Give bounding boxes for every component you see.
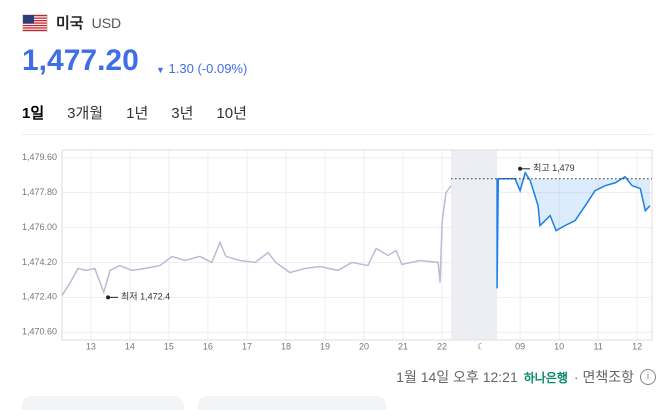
change-text: 1.30 (-0.09%) bbox=[168, 61, 248, 76]
x-tick-label: 22 bbox=[437, 341, 447, 351]
tab[interactable]: 1년 bbox=[126, 105, 149, 122]
annotation-label: 최저 1,472.4 bbox=[121, 292, 170, 302]
y-tick-label: 1,474.20 bbox=[22, 257, 57, 267]
area bbox=[497, 172, 651, 289]
line bbox=[61, 185, 452, 296]
card bbox=[22, 396, 184, 410]
x-tick-label: 20 bbox=[359, 341, 369, 351]
x-tick-label: 14 bbox=[125, 341, 135, 351]
y-tick-label: 1,477.80 bbox=[22, 187, 57, 197]
footer: 1월 14일 오후 12:21 하나은행 · 면책조항 i bbox=[396, 367, 656, 387]
x-tick-label: 10 bbox=[554, 341, 564, 351]
rate: 1,477.20 bbox=[22, 44, 139, 77]
tab[interactable]: 1일 bbox=[22, 105, 45, 122]
x-tick-label: ☾ bbox=[477, 341, 485, 351]
x-tick-label: 11 bbox=[593, 341, 602, 351]
bank[interactable]: 하나은행 bbox=[523, 370, 568, 385]
x-tick-label: 19 bbox=[320, 341, 330, 351]
line bbox=[496, 170, 651, 289]
y-tick-label: 1,476.00 bbox=[22, 222, 57, 232]
x-tick-label: 17 bbox=[242, 341, 252, 351]
tab[interactable]: 3개월 bbox=[67, 105, 104, 122]
country: 미국 bbox=[56, 15, 84, 32]
chart: 1,470.60 1,472.40 1,474.20 1,476.00 1,477.80… bbox=[22, 149, 653, 351]
x-tick-label: 16 bbox=[203, 341, 213, 351]
flag bbox=[22, 13, 48, 32]
x-tick-label: 21 bbox=[398, 341, 408, 351]
tab[interactable]: 10년 bbox=[216, 105, 247, 122]
x-tick-label: 18 bbox=[281, 341, 291, 351]
change: ▼ 1.30 (-0.09%) bbox=[156, 61, 247, 76]
divider bbox=[22, 134, 654, 135]
timestamp: 1월 14일 오후 12:21 bbox=[396, 369, 518, 385]
annotation-label: 최고 1,479 bbox=[533, 163, 575, 173]
plot-frame bbox=[61, 149, 653, 341]
header: 미국 USD bbox=[22, 12, 121, 33]
tab[interactable]: 3년 bbox=[171, 105, 194, 122]
y-tick-label: 1,472.40 bbox=[22, 292, 57, 302]
info-icon[interactable]: i bbox=[640, 369, 656, 385]
x-tick-label: 13 bbox=[86, 341, 96, 351]
x-tick-label: 09 bbox=[515, 341, 525, 351]
y-tick-label: 1,470.60 bbox=[22, 327, 57, 337]
y-tick-label: 1,479.60 bbox=[22, 152, 57, 162]
x-tick-label: 12 bbox=[632, 341, 642, 351]
down-arrow: ▼ bbox=[156, 65, 165, 75]
x-tick-label: 15 bbox=[164, 341, 174, 351]
night-band bbox=[451, 150, 498, 340]
tabs: 1일 3개월 1년 3년 10년 bbox=[22, 102, 247, 123]
disclaimer[interactable]: · 면책조항 bbox=[573, 369, 634, 385]
card bbox=[198, 396, 386, 410]
currency: USD bbox=[91, 14, 122, 31]
